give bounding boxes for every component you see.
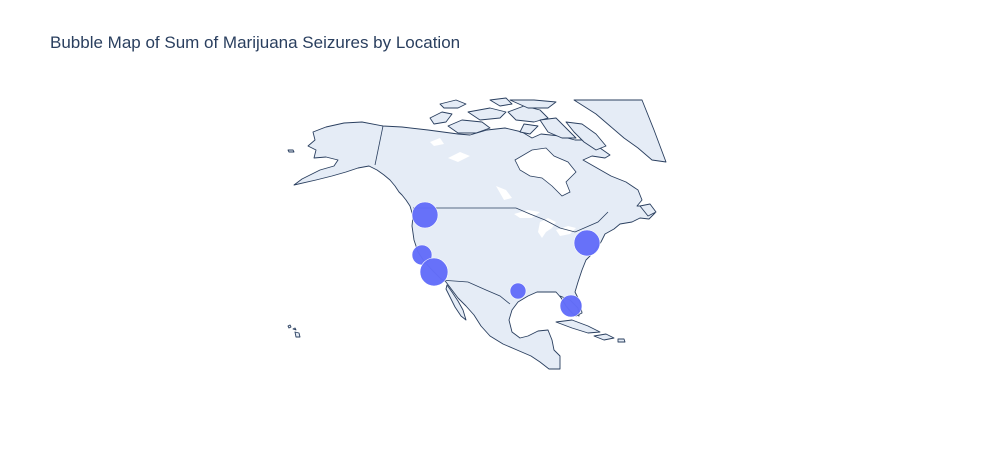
bubble-layer: [411, 201, 601, 318]
arctic-island: [565, 121, 607, 151]
newfoundland: [639, 203, 657, 217]
seizure-bubble[interactable]: [573, 229, 601, 257]
puerto-rico: [617, 338, 626, 343]
arctic-island: [467, 107, 507, 121]
north-america-landmass: [293, 121, 656, 370]
arctic-island: [439, 99, 467, 109]
northern-lake: [496, 186, 512, 200]
baja-california: [445, 284, 467, 321]
northern-lake: [448, 152, 470, 162]
alaska-canada-border: [374, 125, 384, 166]
us-mexico-border: [439, 279, 511, 305]
hawaii: [292, 327, 297, 331]
great-lakes: [514, 210, 540, 218]
seizure-bubble[interactable]: [509, 282, 527, 300]
arctic-island: [489, 97, 513, 107]
hudson-bay-shore: [514, 147, 577, 197]
cuba: [555, 319, 601, 334]
aleutian-islands: [287, 149, 295, 153]
hispaniola: [593, 333, 615, 341]
arctic-island: [519, 123, 539, 135]
arctic-island: [539, 117, 577, 139]
arctic-island: [509, 99, 557, 109]
seizure-bubble[interactable]: [419, 257, 449, 287]
arctic-island: [447, 119, 491, 134]
seizure-bubble[interactable]: [411, 201, 439, 229]
hudson-bay: [515, 148, 576, 196]
arctic-island: [429, 111, 453, 125]
chart-title: Bubble Map of Sum of Marijuana Seizures …: [50, 33, 461, 52]
great-lakes: [538, 218, 556, 238]
northern-lake: [430, 138, 444, 146]
land-layer: [287, 97, 667, 370]
hawaii: [294, 331, 301, 338]
greenland: [573, 99, 667, 163]
us-canada-border: [413, 207, 609, 233]
hawaii: [287, 324, 292, 329]
seizure-bubble[interactable]: [559, 294, 583, 318]
